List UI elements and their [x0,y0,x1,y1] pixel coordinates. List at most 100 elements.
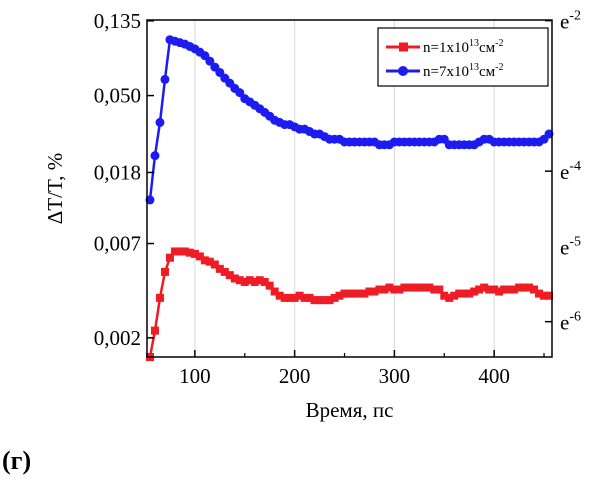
data-point [480,283,489,292]
data-point [410,283,419,292]
data-point [350,289,359,298]
data-point [415,283,424,292]
data-point [265,281,274,290]
panel-label: (г) [2,446,32,475]
data-point [235,88,245,98]
data-point [150,151,160,161]
right-tick-label: e-2 [560,9,581,34]
data-point [500,285,509,294]
legend-label: n=7x1013см-2 [423,62,503,80]
data-point [470,287,479,296]
data-point [540,291,549,300]
y-axis-title: ΔT/T, % [43,153,67,224]
data-point [260,277,269,286]
data-point [285,293,294,302]
data-point [195,252,204,261]
data-point [385,283,394,292]
legend: n=1x1013см-2 n=7x1013см-2 [377,27,549,87]
y-tick-label: 0,007 [94,232,141,256]
data-point [315,296,324,305]
data-point [375,285,384,294]
data-point [295,291,304,300]
data-point [225,271,234,280]
axis-ticks [147,19,552,357]
y-tick-label: 0,135 [94,9,141,33]
data-point [365,287,374,296]
data-point [150,326,159,335]
legend-marker [399,42,408,52]
plot-frame [146,19,553,358]
data-point [455,289,464,298]
data-point [250,277,259,286]
data-point [450,291,459,300]
data-point [405,283,414,292]
data-point [545,291,554,300]
data-point [390,285,399,294]
data-point [240,277,249,286]
legend-marker [398,66,408,76]
data-point [305,293,314,302]
data-point [320,296,329,305]
series-2 [145,35,554,205]
data-point [245,276,254,285]
data-point [515,283,524,292]
data-point [395,285,404,294]
series-1 [145,247,554,361]
data-point [425,283,434,292]
right-tick-label: e-5 [560,234,581,259]
data-point [445,293,454,302]
data-point [435,285,444,294]
data-point [270,287,279,296]
data-point [160,74,170,84]
y-tick-label: 0,002 [94,326,141,350]
data-point [335,291,344,300]
data-point [525,283,534,292]
data-point [205,56,215,66]
x-tick-label: 200 [279,364,311,388]
data-point [345,289,354,298]
data-point [235,276,244,285]
data-point [430,285,439,294]
y-tick-label: 0,050 [94,84,141,108]
data-point [205,257,214,266]
data-point [420,283,429,292]
x-tick-labels: 100 200 300 400 [179,364,510,388]
x-tick-label: 400 [478,364,510,388]
x-tick-label: 100 [179,364,211,388]
data-point [340,289,349,298]
data-point [220,267,229,276]
data-point [255,276,264,285]
data-point [160,267,169,276]
data-point [505,285,514,294]
data-point [370,287,379,296]
data-point [180,247,189,256]
data-point [200,256,209,265]
data-point [475,285,484,294]
data-point [535,289,544,298]
data-point [300,293,309,302]
data-point [485,285,494,294]
data-point [230,274,239,283]
legend-label: n=1x1013см-2 [423,38,503,56]
data-point [400,283,409,292]
data-point [290,293,299,302]
data-point [465,289,474,298]
data-point [510,285,519,294]
data-point [490,285,499,294]
data-point [360,289,369,298]
data-point [170,247,179,256]
data-point [280,293,289,302]
series-line [148,250,550,358]
data-point [310,296,319,305]
data-point [210,260,219,269]
data-point [460,289,469,298]
right-tick-label: e-4 [560,159,581,184]
x-tick-label: 300 [379,364,411,388]
y-tick-label: 0,018 [94,160,141,184]
x-axis-title: Время, пс [306,398,394,422]
data-point [175,247,184,256]
data-point [155,293,164,302]
data-point [495,287,504,296]
right-axis-labels: e-2 e-4 e-6 e-5 [560,9,581,335]
